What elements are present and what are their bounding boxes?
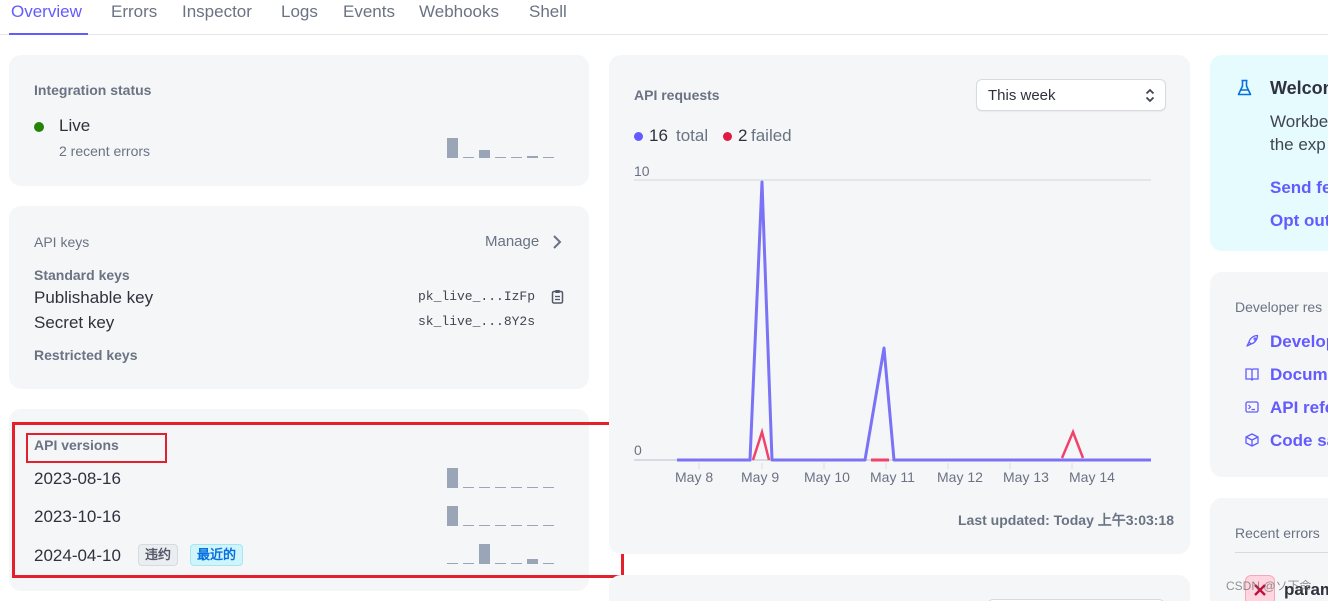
api-requests-title: API requests [634, 87, 720, 103]
default-badge: 违约 [138, 544, 179, 566]
integration-status-title: Integration status [34, 82, 152, 98]
developer-resource-link[interactable]: API refe [1270, 398, 1328, 417]
api-keys-title: API keys [34, 234, 90, 250]
x-axis-tick: May 10 [804, 469, 850, 485]
failed-legend-dot-icon [723, 132, 732, 141]
publishable-key-value[interactable]: pk_live_...IzFp [418, 289, 536, 304]
last-updated-timestamp: Last updated: Today 上午3:03:18 [958, 512, 1175, 528]
failed-count: 2 [738, 126, 748, 145]
welcome-description-line: the exp [1270, 135, 1326, 154]
api-versions-card: API versions 2023-08-16 2023-10-16 2024-… [9, 409, 589, 591]
developer-resource-link[interactable]: Code sa [1270, 431, 1328, 450]
x-axis-tick: May 13 [1003, 469, 1049, 485]
recent-errors-title: Recent errors [1235, 525, 1320, 541]
integration-status-card: Integration status Live 2 recent errors [9, 55, 589, 186]
x-axis-tick: May 11 [870, 469, 915, 485]
chevron-up-down-icon [1145, 88, 1155, 103]
rocket-icon [1246, 334, 1259, 347]
tab-webhooks[interactable]: Webhooks [419, 2, 500, 21]
tab-overview[interactable]: Overview [11, 2, 82, 21]
welcome-title: Welcon [1270, 78, 1328, 98]
tab-logs[interactable]: Logs [281, 2, 318, 21]
api-requests-line-chart[interactable] [609, 55, 1190, 485]
recent-error-item[interactable]: param [1284, 580, 1328, 599]
standard-keys-label: Standard keys [34, 267, 130, 283]
opt-out-link[interactable]: Opt out [1270, 211, 1328, 230]
version-sparkline [447, 506, 554, 526]
book-icon [1245, 368, 1259, 381]
tab-errors[interactable]: Errors [111, 2, 158, 21]
x-axis-tick: May 9 [741, 469, 780, 485]
welcome-card: Welcon Workbe the exp Send fe Opt out [1210, 55, 1328, 251]
active-tab-indicator [9, 33, 88, 35]
x-axis-tick: May 12 [937, 469, 983, 485]
version-sparkline [447, 468, 554, 488]
api-version-row: 2023-08-16 [34, 469, 121, 488]
copy-clipboard-icon[interactable] [551, 289, 564, 304]
y-axis-tick-min: 0 [634, 442, 642, 458]
restricted-keys-label[interactable]: Restricted keys [34, 347, 138, 363]
secret-key-label: Secret key [34, 313, 115, 332]
error-x-icon [1254, 584, 1266, 596]
error-badge [1245, 575, 1275, 601]
recent-errors-count[interactable]: 2 recent errors [59, 143, 151, 159]
tab-inspector[interactable]: Inspector [182, 2, 252, 21]
tab-shell[interactable]: Shell [529, 2, 567, 21]
recent-errors-card: Recent errors param [1210, 498, 1328, 601]
version-sparkline [447, 544, 554, 564]
integration-status-value: Live [59, 116, 91, 135]
api-versions-title: API versions [34, 437, 119, 453]
developer-resource-link[interactable]: Docume [1270, 365, 1328, 384]
cube-icon [1245, 433, 1259, 447]
developer-resource-link[interactable]: Develop [1270, 332, 1328, 351]
time-range-select[interactable]: This week [976, 79, 1166, 111]
beaker-icon [1237, 79, 1252, 96]
latest-badge: 最近的 [190, 544, 244, 566]
chevron-right-icon[interactable] [552, 235, 562, 249]
time-range-value: This week [988, 87, 1056, 104]
x-axis-tick: May 8 [675, 469, 714, 485]
api-version-row: 2023-10-16 [34, 507, 121, 526]
watermark-text: CSDN @ソ下命 [1226, 579, 1312, 593]
developer-resources-title: Developer res [1235, 299, 1323, 315]
manage-keys-link[interactable]: Manage [485, 233, 540, 250]
welcome-description-line: Workbe [1270, 112, 1328, 131]
api-version-row: 2024-04-10 [34, 546, 121, 565]
divider [1235, 552, 1328, 553]
integration-sparkline [447, 138, 554, 158]
failed-label: failed [751, 126, 792, 145]
total-count: 16 [649, 126, 668, 145]
live-status-dot-icon [34, 122, 44, 132]
annotation-title-box [26, 433, 167, 463]
x-axis-tick: May 14 [1069, 469, 1115, 485]
secret-key-value[interactable]: sk_live_...8Y2s [418, 314, 536, 329]
api-requests-card: API requests This week 16 total 2 failed… [609, 55, 1190, 554]
next-chart-card [609, 575, 1190, 601]
total-label: total [676, 126, 709, 145]
api-keys-card: API keys Manage Standard keys Publishabl… [9, 206, 589, 389]
tab-bar: Overview Errors Inspector Logs Events We… [0, 0, 1328, 35]
send-feedback-link[interactable]: Send fe [1270, 178, 1328, 197]
terminal-icon [1245, 401, 1259, 413]
publishable-key-label: Publishable key [34, 288, 154, 307]
total-legend-dot-icon [634, 132, 643, 141]
developer-resources-card: Developer res Develop Docume API refe Co… [1210, 272, 1328, 477]
y-axis-tick-max: 10 [634, 163, 650, 179]
tab-events[interactable]: Events [343, 2, 395, 21]
